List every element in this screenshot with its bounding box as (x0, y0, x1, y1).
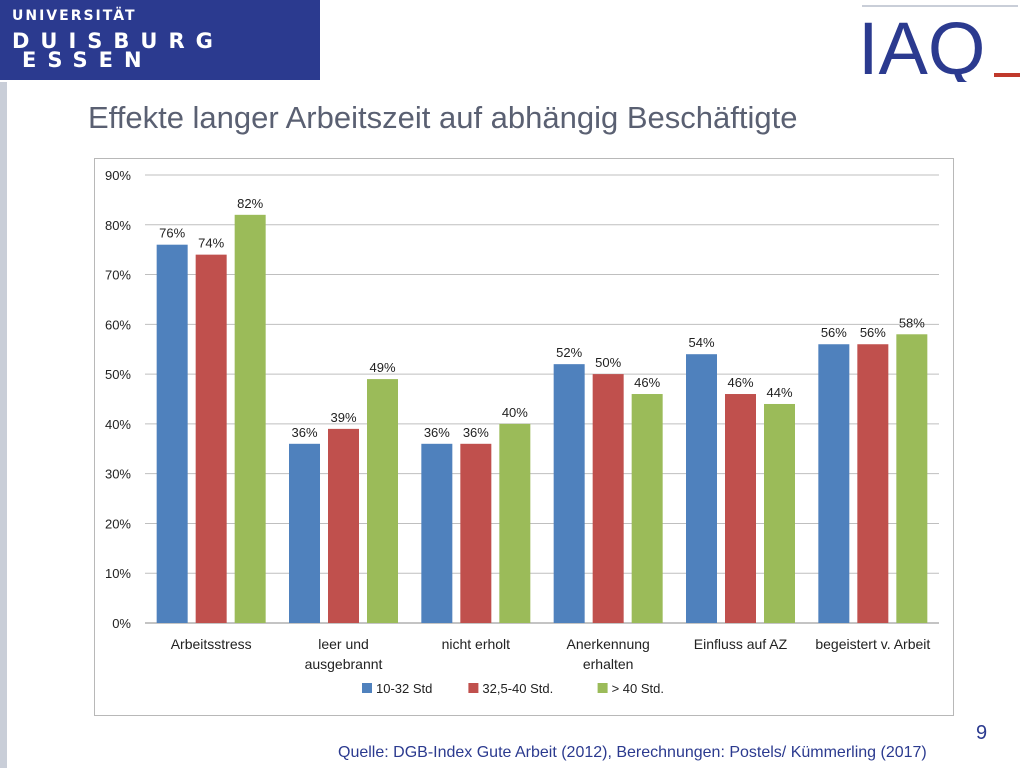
source-note: Quelle: DGB-Index Gute Arbeit (2012), Be… (338, 744, 927, 761)
y-tick-label: 10% (105, 566, 131, 581)
data-label: 56% (821, 325, 847, 340)
data-label: 44% (766, 385, 792, 400)
bar (896, 334, 928, 623)
slide-title: Effekte langer Arbeitszeit auf abhängig … (88, 100, 798, 135)
legend-swatch (362, 683, 372, 693)
logo-line-duisburg: DUISBURG (12, 29, 224, 53)
iaq-logo-text: IAQ (858, 7, 985, 82)
y-tick-label: 0% (112, 616, 131, 631)
data-label: 50% (595, 355, 621, 370)
bar (156, 244, 188, 623)
bar (631, 394, 663, 623)
y-tick-label: 60% (105, 317, 131, 332)
data-label: 76% (159, 226, 185, 241)
bar (592, 374, 624, 623)
data-label: 82% (237, 196, 263, 211)
x-category-label: Arbeitsstress (171, 636, 252, 652)
legend-label: > 40 Std. (612, 681, 664, 696)
iaq-logo: IAQ (858, 5, 1020, 82)
y-tick-label: 70% (105, 268, 131, 283)
data-label: 56% (860, 325, 886, 340)
bar (328, 428, 359, 623)
data-label: 46% (727, 375, 753, 390)
bar (460, 443, 492, 623)
data-label: 36% (291, 425, 317, 440)
legend-label: 32,5-40 Std. (482, 681, 553, 696)
bar (764, 403, 795, 623)
bar (499, 423, 531, 623)
data-label: 54% (688, 335, 714, 350)
logo-line-universitaet: UNIVERSITÄT (12, 8, 137, 24)
university-logo: UNIVERSITÄT DUISBURG ESSEN (0, 0, 320, 80)
data-label: 52% (556, 345, 582, 360)
left-decor-stripe (0, 82, 7, 768)
y-tick-label: 40% (105, 417, 131, 432)
chart-frame: 0% 10% 20% 30% 40% 50% 60% 70% 80% 90% 76% 74% 82% Ar… (94, 158, 954, 716)
y-tick-label: 30% (105, 467, 131, 482)
bar (367, 379, 398, 623)
data-label: 40% (502, 405, 528, 420)
data-label: 74% (198, 236, 224, 251)
x-category-label: begeistert v. Arbeit (815, 636, 930, 652)
bar (234, 214, 266, 624)
legend-swatch (597, 683, 608, 693)
bar (818, 344, 850, 623)
logo-line-essen: ESSEN (22, 48, 153, 72)
y-tick-label: 90% (105, 168, 131, 183)
data-label: 36% (463, 425, 489, 440)
bar (725, 394, 756, 623)
bar (857, 344, 889, 623)
x-category-label: ausgebrannt (305, 656, 383, 672)
bar-chart: 0% 10% 20% 30% 40% 50% 60% 70% 80% 90% 76% 74% 82% Ar… (105, 168, 939, 696)
bar (289, 443, 320, 623)
bar (686, 354, 717, 623)
y-tick-label: 50% (105, 367, 131, 382)
legend-label: 10-32 Std (376, 681, 432, 696)
data-label: 36% (424, 425, 450, 440)
data-label: 39% (330, 410, 356, 425)
bar (195, 254, 227, 623)
legend-swatch (468, 683, 479, 693)
bar (421, 443, 453, 623)
x-category-label: erhalten (583, 656, 634, 672)
y-tick-label: 20% (105, 516, 131, 531)
bar (553, 364, 585, 623)
y-tick-label: 80% (105, 218, 131, 233)
x-category-label: Einfluss auf AZ (694, 636, 788, 652)
data-label: 49% (369, 360, 395, 375)
data-label: 46% (634, 375, 660, 390)
page-number: 9 (976, 722, 988, 744)
x-category-label: nicht erholt (442, 636, 511, 652)
iaq-accent-bar (994, 73, 1020, 77)
x-category-label: Anerkennung (567, 636, 650, 652)
x-category-label: leer und (318, 636, 369, 652)
data-label: 58% (899, 315, 925, 330)
